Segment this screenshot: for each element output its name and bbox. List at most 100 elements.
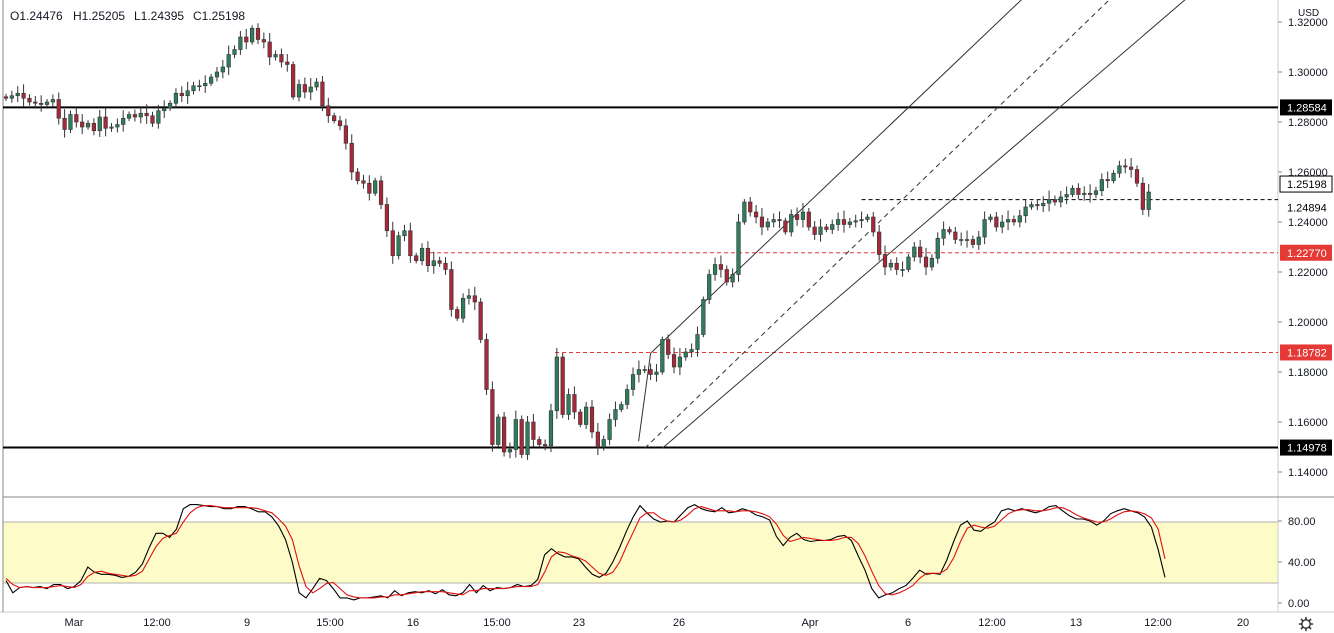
price-label-text: 1.25198 <box>1287 179 1327 191</box>
candle-body <box>888 262 893 268</box>
candle-body <box>285 61 290 65</box>
candle-body <box>332 115 337 122</box>
candle-body <box>214 71 220 78</box>
candle-body <box>560 356 565 415</box>
candle-body <box>501 416 507 453</box>
candle-body <box>437 260 442 264</box>
candle-body <box>800 211 806 220</box>
x-tick-label: Mar <box>65 617 84 629</box>
candle-body <box>1029 204 1034 208</box>
price-label-text: 1.24894 <box>1287 203 1327 215</box>
price-label-box <box>1280 344 1332 361</box>
candle-body <box>689 349 694 353</box>
candle-body <box>584 406 589 425</box>
candle-body <box>519 419 524 455</box>
gear-icon[interactable] <box>1298 616 1314 632</box>
candle-body <box>666 339 671 355</box>
candle-body <box>1064 194 1069 198</box>
candle-body <box>859 219 864 222</box>
candle-body <box>830 224 835 230</box>
candle-body <box>267 41 272 58</box>
candle-body <box>144 112 149 117</box>
x-tick-label: Apr <box>801 617 818 629</box>
candle-body <box>648 369 653 375</box>
candle-body <box>460 297 466 319</box>
x-tick-label: 12:00 <box>1144 617 1172 629</box>
candle-body <box>449 269 454 310</box>
candle-body <box>882 254 888 268</box>
candle-body <box>548 410 554 447</box>
channel-median-line <box>644 0 1110 449</box>
x-tick-label: 16 <box>407 617 419 629</box>
candle-body <box>414 255 419 262</box>
candle-body <box>1005 219 1011 223</box>
y-tick-label: 1.16000 <box>1288 417 1328 429</box>
candle-body <box>572 394 577 413</box>
candle-body <box>1017 215 1022 223</box>
channel-lower-line <box>661 0 1186 449</box>
candle-body <box>425 247 431 267</box>
candle-body <box>232 49 237 55</box>
candle-body <box>226 54 231 68</box>
candle-body <box>203 82 208 87</box>
candle-body <box>953 231 958 240</box>
candle-body <box>1088 192 1093 195</box>
candle-body <box>1023 206 1028 217</box>
candle-body <box>765 221 770 228</box>
candle-body <box>712 264 718 275</box>
candle-body <box>671 354 677 368</box>
candle-body <box>27 97 32 103</box>
candle-body <box>789 214 794 233</box>
candle-body <box>185 90 190 97</box>
candle-body <box>484 339 489 390</box>
candle-body <box>261 39 266 43</box>
candle-body <box>1129 166 1134 170</box>
candle-body <box>162 107 167 112</box>
candle-body <box>1070 187 1075 195</box>
candle-body <box>742 201 747 223</box>
candle-body <box>103 116 108 129</box>
candle-body <box>718 264 724 270</box>
candle-body <box>191 85 196 92</box>
candle-body <box>343 125 348 144</box>
candle-body <box>472 295 477 303</box>
candle-body <box>273 54 278 58</box>
candle-body <box>126 114 132 119</box>
candle-body <box>21 92 26 99</box>
candle-body <box>607 419 612 440</box>
candle-body <box>1134 169 1140 184</box>
candle-body <box>121 117 126 125</box>
candle-body <box>308 86 313 93</box>
candle-body <box>636 369 641 375</box>
candle-body <box>525 421 530 455</box>
candle-body <box>707 274 712 300</box>
candle-body <box>988 216 993 220</box>
candle-body <box>818 226 823 235</box>
candle-body <box>337 120 343 127</box>
candle-body <box>1105 179 1110 182</box>
candle-body <box>923 256 929 268</box>
price-label-box <box>1280 99 1332 116</box>
candle-body <box>736 221 741 275</box>
candle-body <box>74 114 79 123</box>
candle-body <box>490 389 495 445</box>
x-tick-label: 23 <box>573 617 585 629</box>
candle-body <box>62 117 67 130</box>
candle-body <box>748 201 753 213</box>
y-tick-label: 1.32000 <box>1288 17 1328 29</box>
candle-body <box>80 121 85 128</box>
y-tick-label: 1.18000 <box>1288 367 1328 379</box>
candle-body <box>443 262 448 270</box>
x-tick-label: 15:00 <box>316 617 344 629</box>
candle-body <box>244 36 249 43</box>
candle-body <box>179 92 184 97</box>
y-tick-label: 1.14000 <box>1288 467 1328 479</box>
candle-body <box>513 419 518 450</box>
candle-body <box>3 96 9 99</box>
candle-body <box>431 260 436 267</box>
candle-body <box>753 211 759 218</box>
candle-body <box>455 309 460 319</box>
y-tick-label: 1.22000 <box>1288 267 1328 279</box>
candle-body <box>554 356 559 412</box>
